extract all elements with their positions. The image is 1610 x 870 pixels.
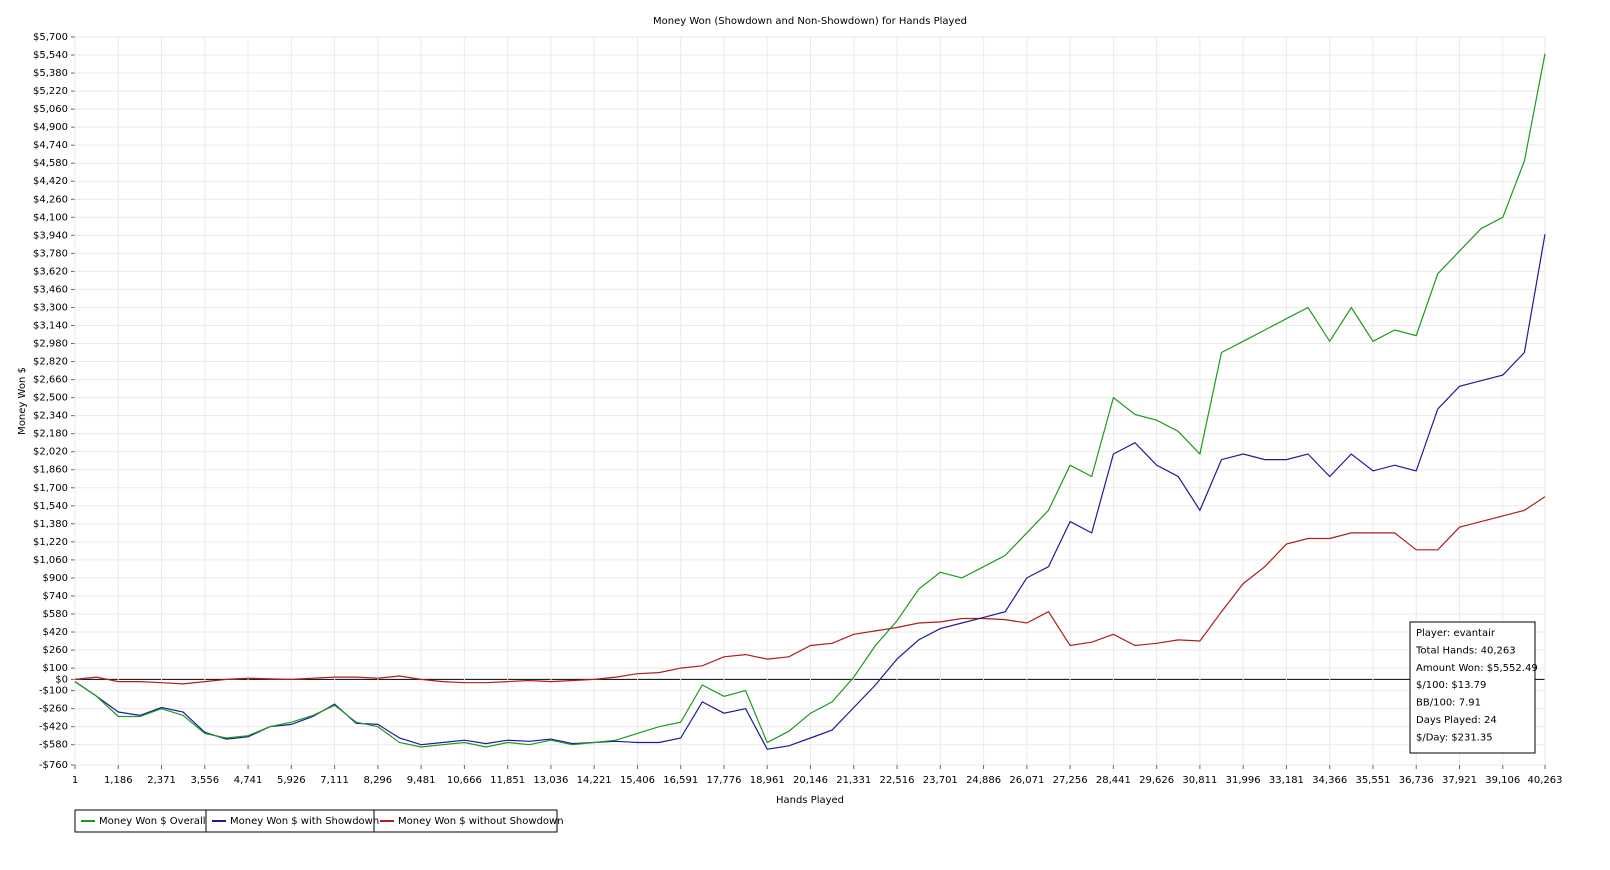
y-tick-label: $740 <box>43 591 68 602</box>
x-tick-label: 22,516 <box>880 775 915 786</box>
y-tick-label: -$100 <box>39 686 68 697</box>
x-tick-label: 28,441 <box>1096 775 1131 786</box>
x-tick-label: 31,996 <box>1226 775 1261 786</box>
x-tick-label: 39,106 <box>1485 775 1520 786</box>
y-tick-label: $1,060 <box>33 555 68 566</box>
chart-title: Money Won (Showdown and Non-Showdown) fo… <box>653 16 967 27</box>
x-tick-label: 18,961 <box>750 775 785 786</box>
x-tick-label: 11,851 <box>490 775 525 786</box>
x-tick-label: 21,331 <box>836 775 871 786</box>
y-tick-label: $3,940 <box>33 230 68 241</box>
x-tick-label: 35,551 <box>1355 775 1390 786</box>
stats-line: Days Played: 24 <box>1416 715 1497 726</box>
y-tick-label: $3,140 <box>33 320 68 331</box>
x-tick-label: 33,181 <box>1269 775 1304 786</box>
y-tick-label: $1,700 <box>33 483 68 494</box>
y-tick-label: $5,220 <box>33 86 68 97</box>
y-tick-label: $2,980 <box>33 339 68 350</box>
x-tick-label: 29,626 <box>1139 775 1174 786</box>
y-tick-label: $5,380 <box>33 68 68 79</box>
y-tick-label: $2,820 <box>33 357 68 368</box>
y-tick-label: $580 <box>43 609 68 620</box>
x-tick-label: 26,071 <box>1009 775 1044 786</box>
x-tick-label: 34,366 <box>1312 775 1347 786</box>
y-tick-label: $3,620 <box>33 266 68 277</box>
y-tick-label: $0 <box>55 674 68 685</box>
series-line <box>74 53 1546 748</box>
stats-line: $/Day: $231.35 <box>1416 732 1493 743</box>
y-tick-label: $100 <box>43 663 68 674</box>
legend-label: Money Won $ Overall <box>99 816 206 827</box>
x-tick-label: 4,741 <box>234 775 263 786</box>
legend-label: Money Won $ without Showdown <box>398 816 564 827</box>
y-tick-label: $3,300 <box>33 302 68 313</box>
y-tick-label: $2,020 <box>33 447 68 458</box>
x-tick-label: 27,256 <box>1053 775 1088 786</box>
x-tick-label: 15,406 <box>620 775 655 786</box>
x-tick-label: 40,263 <box>1528 775 1563 786</box>
y-tick-label: -$760 <box>39 760 68 771</box>
y-tick-label: $3,780 <box>33 248 68 259</box>
y-tick-label: $1,220 <box>33 537 68 548</box>
y-tick-label: -$260 <box>39 704 68 715</box>
x-tick-label: 37,921 <box>1442 775 1477 786</box>
y-tick-label: $4,900 <box>33 122 68 133</box>
y-axis-title: Money Won $ <box>17 367 28 435</box>
y-tick-label: $4,580 <box>33 158 68 169</box>
y-tick-label: $3,460 <box>33 284 68 295</box>
x-tick-label: 1 <box>72 775 78 786</box>
x-tick-label: 1,186 <box>104 775 133 786</box>
x-tick-label: 16,591 <box>663 775 698 786</box>
y-tick-label: $4,100 <box>33 212 68 223</box>
x-tick-label: 13,036 <box>533 775 568 786</box>
legend-box <box>74 809 558 833</box>
y-tick-label: $4,420 <box>33 176 68 187</box>
y-tick-label: $2,500 <box>33 393 68 404</box>
y-tick-label: $1,860 <box>33 465 68 476</box>
y-tick-label: $2,180 <box>33 429 68 440</box>
y-tick-label: $5,540 <box>33 50 68 61</box>
plot-area <box>74 36 1546 766</box>
y-tick-label: $4,260 <box>33 194 68 205</box>
x-tick-label: 10,666 <box>447 775 482 786</box>
x-tick-label: 17,776 <box>706 775 741 786</box>
x-tick-label: 36,736 <box>1399 775 1434 786</box>
legend-label: Money Won $ with Showdown <box>230 816 379 827</box>
y-tick-label: $2,340 <box>33 411 68 422</box>
y-tick-label: $5,060 <box>33 104 68 115</box>
stats-box <box>1409 621 1536 754</box>
x-tick-label: 30,811 <box>1182 775 1217 786</box>
x-tick-label: 20,146 <box>793 775 828 786</box>
y-tick-label: $5,700 <box>33 32 68 43</box>
x-tick-label: 2,371 <box>147 775 176 786</box>
stats-line: Amount Won: $5,552.49 <box>1416 663 1538 674</box>
stats-line: Player: evantair <box>1416 628 1496 639</box>
x-tick-label: 8,296 <box>364 775 393 786</box>
stats-line: $/100: $13.79 <box>1416 680 1486 691</box>
x-axis-title: Hands Played <box>776 795 844 806</box>
x-tick-label: 9,481 <box>407 775 436 786</box>
x-tick-label: 7,111 <box>320 775 349 786</box>
y-tick-label: $260 <box>43 645 68 656</box>
y-tick-label: $1,380 <box>33 519 68 530</box>
stats-line: Total Hands: 40,263 <box>1415 645 1516 656</box>
x-tick-label: 14,221 <box>577 775 612 786</box>
x-tick-label: 3,556 <box>190 775 219 786</box>
x-tick-label: 24,886 <box>966 775 1001 786</box>
series-line <box>74 496 1546 685</box>
y-tick-label: -$420 <box>39 722 68 733</box>
y-tick-label: $1,540 <box>33 501 68 512</box>
y-tick-label: $420 <box>43 627 68 638</box>
x-tick-label: 23,701 <box>923 775 958 786</box>
y-tick-label: $4,740 <box>33 140 68 151</box>
y-tick-label: $2,660 <box>33 375 68 386</box>
y-tick-label: -$580 <box>39 740 68 751</box>
y-tick-label: $900 <box>43 573 68 584</box>
stats-line: BB/100: 7.91 <box>1416 698 1481 709</box>
x-tick-label: 5,926 <box>277 775 306 786</box>
